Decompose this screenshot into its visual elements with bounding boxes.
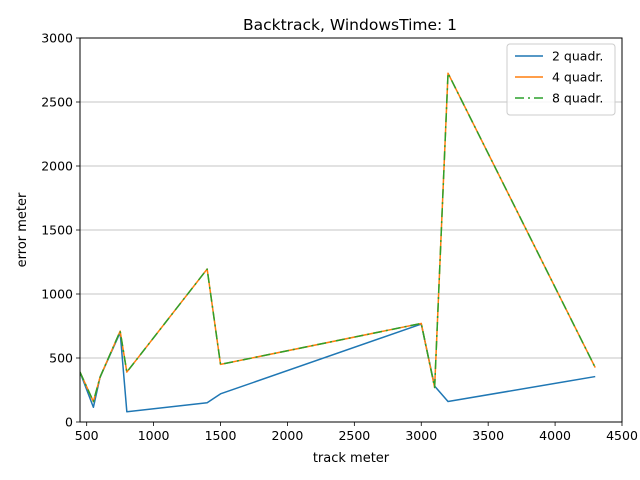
series-line-1	[80, 323, 596, 413]
y-tick-label: 2500	[41, 95, 73, 110]
series-line-3	[80, 72, 596, 403]
x-tick-label: 2500	[338, 428, 370, 443]
x-tick-label: 1500	[205, 428, 237, 443]
axis-ticks: 500 1000 1500 2000 2500 3000 3500 4000 450005001…	[41, 31, 638, 444]
y-tick-label: 3000	[41, 31, 73, 46]
y-tick-label: 500	[49, 351, 73, 366]
legend-label-2: 4 quadr.	[552, 70, 603, 85]
series-layer	[80, 72, 596, 413]
y-tick-label: 1000	[41, 287, 73, 302]
series-line-2	[80, 72, 596, 403]
y-tick-label: 2000	[41, 159, 73, 174]
legend: 2 quadr. 4 quadr. 8 quadr.	[506, 43, 616, 116]
y-tick-label: 1500	[41, 223, 73, 238]
x-tick-label: 4500	[606, 428, 638, 443]
y-tick-label: 0	[65, 415, 73, 430]
x-tick-label: 3000	[405, 428, 437, 443]
x-tick-label: 2000	[272, 428, 304, 443]
y-axis-label: error meter	[15, 192, 30, 267]
legend-label-1: 2 quadr.	[552, 49, 603, 64]
chart-title: Backtrack, WindowsTime: 1	[243, 16, 457, 34]
x-tick-label: 3500	[472, 428, 504, 443]
x-tick-label: 1000	[138, 428, 170, 443]
legend-label-3: 8 quadr.	[552, 91, 603, 106]
x-axis-label: track meter	[313, 451, 390, 466]
x-tick-label: 4000	[539, 428, 571, 443]
x-tick-label: 500	[75, 428, 99, 443]
